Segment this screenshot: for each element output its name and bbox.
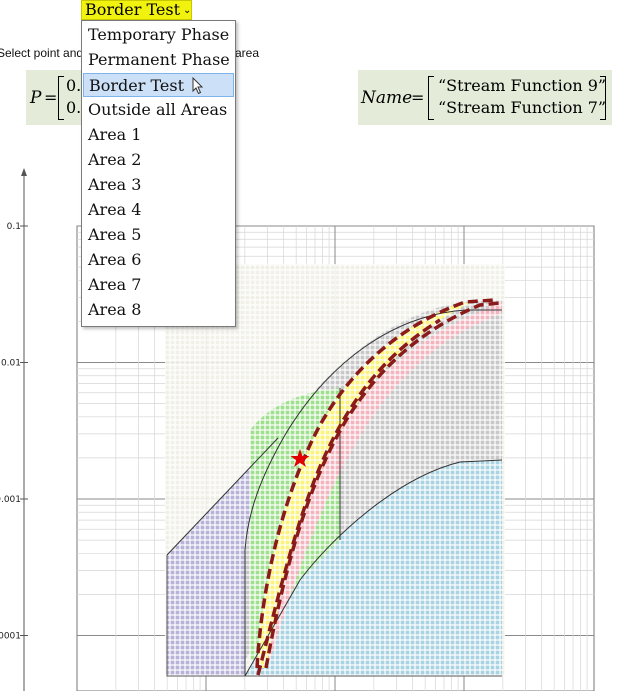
area-dropdown[interactable]: Border Test ⌄ — [81, 0, 192, 20]
y-tick-label-1: 0.01 — [1, 359, 21, 369]
y-tick-label-3: 0.0001 — [0, 632, 21, 642]
mouse-cursor-icon — [192, 77, 204, 95]
menu-item-area-8[interactable]: Area 8 — [88, 300, 142, 319]
y-tick-labels: 0.1 0.01 0.001 0.0001 — [0, 222, 28, 642]
menu-item-area-5[interactable]: Area 5 — [88, 225, 142, 244]
name-bracket-left — [428, 76, 434, 120]
menu-item-area-1[interactable]: Area 1 — [88, 125, 142, 144]
name-label: Name — [361, 88, 413, 108]
menu-item-area-6[interactable]: Area 6 — [88, 250, 142, 269]
stream-line-7 — [256, 318, 441, 676]
menu-item-border-test[interactable]: Border Test — [83, 73, 234, 97]
stream-line-8 — [264, 301, 501, 669]
instruction-start: Select point and — [0, 46, 84, 60]
chevron-down-icon: ⌄ — [183, 5, 192, 16]
instruction-end: area — [235, 46, 260, 60]
boundary-upper-left — [166, 437, 279, 556]
p-label: P — [30, 88, 42, 108]
p-row-1: 0. — [66, 76, 82, 95]
menu-item-area-2[interactable]: Area 2 — [88, 150, 142, 169]
menu-item-temporary-phase[interactable]: Temporary Phase — [88, 25, 230, 44]
region-yellow — [257, 303, 470, 668]
menu-item-area-7[interactable]: Area 7 — [88, 275, 142, 294]
region-outline — [166, 555, 502, 677]
boundary-curve-1 — [244, 309, 502, 676]
menu-item-area-3[interactable]: Area 3 — [88, 175, 142, 194]
y-axis-arrow — [21, 168, 27, 176]
y-tick-label-2: 0.001 — [0, 495, 21, 505]
stream-lines — [255, 298, 501, 676]
p-bracket-left — [58, 76, 64, 120]
star-marker-icon[interactable] — [290, 449, 310, 467]
menu-item-outside-all-areas[interactable]: Outside all Areas — [88, 100, 228, 119]
p-row-2: 0. — [66, 98, 82, 117]
p-equals: = — [44, 88, 58, 107]
name-equals: = — [411, 88, 425, 107]
boundary-curve-2 — [244, 459, 503, 677]
menu-item-area-4[interactable]: Area 4 — [88, 200, 142, 219]
instruction-text: Select point and area — [0, 46, 259, 60]
region-blue — [245, 460, 502, 676]
name-row-2: “Stream Function 7” — [438, 98, 607, 117]
region-grey — [245, 300, 502, 660]
dropdown-menu[interactable]: Temporary Phase Permanent Phase Border T… — [81, 20, 236, 327]
stream-line-9 — [255, 298, 496, 669]
name-bracket-right — [600, 76, 606, 120]
name-row-1: “Stream Function 9” — [438, 76, 607, 95]
name-matrix-panel: Name = “Stream Function 9” “Stream Funct… — [358, 70, 612, 125]
y-tick-label-0: 0.1 — [7, 222, 21, 232]
dropdown-selected-label: Border Test — [85, 0, 181, 19]
menu-item-permanent-phase[interactable]: Permanent Phase — [88, 50, 230, 69]
